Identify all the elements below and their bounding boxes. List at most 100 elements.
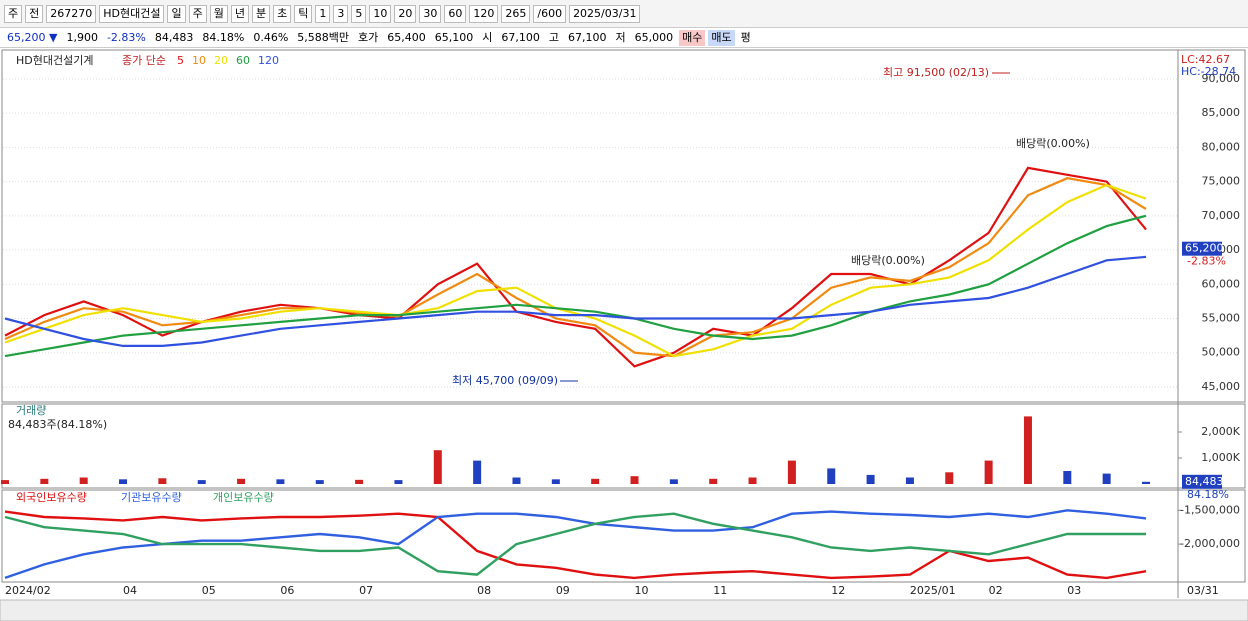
toolbar-item[interactable]: 1 (315, 4, 331, 23)
toolbar-item[interactable]: 평 (740, 30, 751, 44)
y-tick-label: 60,000 (1202, 277, 1241, 290)
x-tick-label: 06 (280, 584, 294, 597)
toolbar-item[interactable]: 265 (501, 4, 531, 23)
toolbar-item[interactable]: 67,100 (568, 30, 607, 44)
toolbar-item[interactable]: 1,900 (66, 30, 98, 44)
legend-entry: 5 (177, 54, 184, 67)
volume-bar (1102, 473, 1111, 484)
toolbar-item[interactable]: 30 (419, 4, 442, 23)
y-tick-label: 1,000K (1201, 451, 1240, 464)
toolbar-item[interactable]: 년 (230, 4, 249, 23)
volume-bar (905, 477, 914, 484)
y-tick-label: 50,000 (1202, 346, 1241, 359)
legend-entry: 20 (214, 54, 228, 67)
toolbar-item[interactable]: /600 (533, 4, 567, 23)
toolbar-item[interactable]: 84.18% (202, 30, 245, 44)
toolbar-item[interactable]: 120 (469, 4, 499, 23)
x-tick-label: 04 (123, 584, 137, 597)
volume-bar (355, 479, 364, 484)
toolbar-item[interactable]: 시 (482, 30, 493, 44)
x-tick-label: 2025/01 (910, 584, 956, 597)
toolbar-item[interactable]: 매수 (679, 29, 706, 46)
last-value-label: 84,483 (1185, 475, 1224, 488)
volume-bar (787, 460, 796, 484)
volume-bar (945, 472, 954, 484)
toolbar-item[interactable]: 전 (25, 4, 44, 23)
x-tick-label: 2024/02 (5, 584, 51, 597)
scrollbar (0, 599, 1248, 621)
annotation: HC:-28.74 (1181, 65, 1236, 78)
toolbar-item[interactable]: 65,100 (434, 30, 474, 44)
toolbar: 주 전 267270 HD현대건설 일 주 월 년 분 초 틱 1 3 5 10 20 30 60 120 265/6… (0, 0, 1248, 28)
annotation: 배당락(0.00%) (1016, 137, 1090, 150)
volume-bar (827, 468, 836, 484)
panel-title: HD현대건설기계 (16, 54, 93, 67)
toolbar-item[interactable]: 5 (351, 4, 367, 23)
y-tick-label: -1,500,000 (1180, 503, 1240, 516)
series-line (4, 214, 1147, 358)
x-tick-label: 10 (635, 584, 649, 597)
volume-bar (394, 480, 403, 484)
toolbar-item[interactable]: 초 (273, 4, 292, 23)
series-line (4, 509, 1147, 580)
x-tick-label: 07 (359, 584, 373, 597)
toolbar-item[interactable]: 10 (369, 4, 392, 23)
volume-bar (119, 479, 128, 484)
series-line (4, 166, 1147, 368)
y-tick-label: 45,000 (1202, 380, 1241, 393)
toolbar-item[interactable]: 5,588백만 (297, 30, 350, 44)
quote-bar: 65,200 ▼ 1,900 -2.83% 84,483 84.18% 0.46% 5,58… (0, 28, 1248, 48)
last-change-label: -2.83% (1187, 255, 1226, 268)
toolbar-item[interactable]: 매도 (708, 29, 735, 46)
toolbar-item[interactable]: 65,200 ▼ (7, 30, 58, 44)
last-value-label: 65,200 (1185, 242, 1224, 255)
toolbar-item[interactable]: 분 (251, 4, 271, 23)
toolbar-item[interactable]: 저 (615, 30, 626, 44)
panel-title: 거래량 (16, 404, 46, 417)
toolbar-item[interactable]: 65,000 (634, 30, 674, 44)
volume-bar (473, 460, 482, 484)
y-tick-label: 55,000 (1202, 312, 1241, 325)
toolbar-item[interactable]: 3 (333, 4, 349, 23)
toolbar-item[interactable]: 주 (188, 4, 207, 23)
volume-bar (197, 480, 206, 484)
volume-bar (1142, 481, 1150, 484)
volume-bar (158, 478, 167, 484)
panel-frame (1, 489, 1246, 583)
volume-bar (1063, 471, 1072, 484)
volume-bar (237, 478, 246, 484)
toolbar-item[interactable]: 고 (548, 30, 560, 44)
toolbar-item[interactable]: 60 (444, 4, 467, 23)
toolbar-item[interactable]: 67,100 (501, 30, 540, 44)
series-line (4, 255, 1147, 347)
volume-bar (669, 479, 678, 484)
y-tick-label: 85,000 (1202, 106, 1241, 119)
toolbar-item[interactable]: 20 (394, 4, 417, 23)
panel-frame (1, 403, 1246, 489)
annotation: 최고 91,500 (02/13) (883, 66, 989, 79)
toolbar-item[interactable]: 일 (167, 4, 186, 23)
toolbar-item[interactable]: 주 (4, 4, 23, 23)
volume-bar (276, 479, 285, 484)
legend-entry: 120 (258, 54, 279, 67)
toolbar-item[interactable]: HD현대건설 (99, 4, 165, 23)
x-tick-label: 09 (556, 584, 570, 597)
toolbar-item[interactable]: 0.46% (253, 30, 289, 44)
toolbar-item[interactable]: 호가 (358, 30, 379, 44)
toolbar-item[interactable]: -2.83% (106, 30, 146, 44)
legend-entry: 기관보유수량 (121, 491, 182, 504)
toolbar-item[interactable]: 65,400 (387, 30, 426, 44)
volume-bar (79, 477, 88, 484)
toolbar-item[interactable]: 2025/03/31 (569, 4, 641, 23)
toolbar-item[interactable]: 267270 (46, 4, 97, 23)
x-tick-label: 02 (989, 584, 1003, 597)
toolbar-item[interactable]: 월 (209, 4, 228, 23)
legend-entry: 개인보유수량 (213, 491, 274, 504)
toolbar-item[interactable]: 틱 (294, 4, 313, 23)
volume-bar (748, 477, 757, 484)
volume-bar (984, 460, 993, 484)
y-tick-label: 2,000K (1201, 425, 1240, 438)
toolbar-item[interactable]: 84,483 (154, 30, 194, 44)
